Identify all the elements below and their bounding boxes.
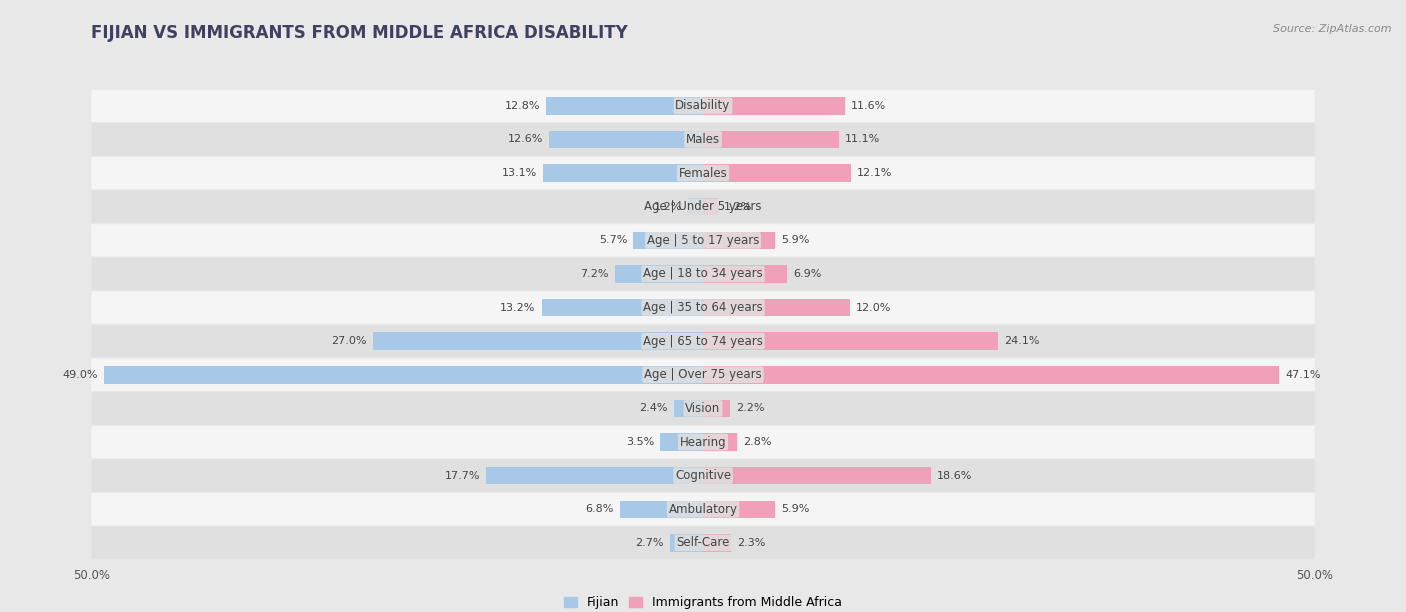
Bar (486, 467, 703, 484)
Text: 24.1%: 24.1% (1004, 336, 1039, 346)
Text: Ambulatory: Ambulatory (668, 502, 738, 516)
Text: 6.8%: 6.8% (585, 504, 613, 514)
Text: Age | 5 to 17 years: Age | 5 to 17 years (647, 234, 759, 247)
Text: Age | 65 to 74 years: Age | 65 to 74 years (643, 335, 763, 348)
Bar (543, 165, 703, 182)
FancyBboxPatch shape (91, 291, 1315, 324)
Text: 47.1%: 47.1% (1285, 370, 1320, 380)
FancyBboxPatch shape (91, 325, 1315, 357)
Text: 2.7%: 2.7% (636, 538, 664, 548)
FancyBboxPatch shape (91, 493, 1315, 525)
Text: 11.6%: 11.6% (851, 101, 886, 111)
Text: 11.1%: 11.1% (845, 135, 880, 144)
Bar (689, 198, 703, 215)
Text: 3.5%: 3.5% (626, 437, 654, 447)
Text: 17.7%: 17.7% (444, 471, 481, 480)
Text: 49.0%: 49.0% (62, 370, 97, 380)
Bar (703, 534, 731, 551)
FancyBboxPatch shape (91, 392, 1315, 425)
Text: Age | 18 to 34 years: Age | 18 to 34 years (643, 267, 763, 280)
FancyBboxPatch shape (91, 190, 1315, 223)
FancyBboxPatch shape (91, 460, 1315, 492)
Text: Age | Over 75 years: Age | Over 75 years (644, 368, 762, 381)
Legend: Fijian, Immigrants from Middle Africa: Fijian, Immigrants from Middle Africa (560, 591, 846, 612)
Bar (620, 501, 703, 518)
Text: 12.6%: 12.6% (508, 135, 543, 144)
Text: 5.9%: 5.9% (782, 504, 810, 514)
Bar (703, 332, 998, 350)
Bar (541, 299, 703, 316)
Text: Disability: Disability (675, 99, 731, 113)
Text: 12.0%: 12.0% (856, 302, 891, 313)
Text: 13.2%: 13.2% (501, 302, 536, 313)
Text: Females: Females (679, 166, 727, 179)
Bar (673, 400, 703, 417)
Text: 12.1%: 12.1% (858, 168, 893, 178)
Bar (703, 467, 931, 484)
Text: 7.2%: 7.2% (581, 269, 609, 279)
Bar (547, 97, 703, 114)
Bar (703, 433, 737, 451)
Text: FIJIAN VS IMMIGRANTS FROM MIDDLE AFRICA DISABILITY: FIJIAN VS IMMIGRANTS FROM MIDDLE AFRICA … (91, 24, 628, 42)
Bar (703, 165, 851, 182)
Text: 6.9%: 6.9% (793, 269, 823, 279)
Text: 1.2%: 1.2% (724, 202, 752, 212)
Text: Males: Males (686, 133, 720, 146)
Text: 2.3%: 2.3% (737, 538, 766, 548)
Text: Age | Under 5 years: Age | Under 5 years (644, 200, 762, 213)
Bar (104, 366, 703, 384)
Bar (703, 299, 849, 316)
FancyBboxPatch shape (91, 224, 1315, 256)
Text: 27.0%: 27.0% (332, 336, 367, 346)
Bar (703, 198, 717, 215)
Bar (703, 366, 1279, 384)
FancyBboxPatch shape (91, 359, 1315, 391)
Text: 18.6%: 18.6% (936, 471, 972, 480)
Bar (703, 265, 787, 283)
FancyBboxPatch shape (91, 258, 1315, 290)
Text: 2.8%: 2.8% (744, 437, 772, 447)
Text: 5.7%: 5.7% (599, 236, 627, 245)
FancyBboxPatch shape (91, 426, 1315, 458)
Text: Vision: Vision (685, 402, 721, 415)
Text: 12.8%: 12.8% (505, 101, 540, 111)
FancyBboxPatch shape (91, 90, 1315, 122)
FancyBboxPatch shape (91, 124, 1315, 155)
Text: 2.4%: 2.4% (638, 403, 668, 413)
Bar (703, 131, 839, 148)
Text: Hearing: Hearing (679, 436, 727, 449)
Text: 1.2%: 1.2% (654, 202, 682, 212)
Bar (548, 131, 703, 148)
Bar (373, 332, 703, 350)
Text: 13.1%: 13.1% (502, 168, 537, 178)
Text: Source: ZipAtlas.com: Source: ZipAtlas.com (1274, 24, 1392, 34)
Text: Cognitive: Cognitive (675, 469, 731, 482)
Text: 5.9%: 5.9% (782, 236, 810, 245)
Text: Self-Care: Self-Care (676, 536, 730, 550)
Bar (703, 400, 730, 417)
FancyBboxPatch shape (91, 527, 1315, 559)
Text: 2.2%: 2.2% (735, 403, 765, 413)
Bar (703, 231, 775, 249)
Bar (633, 231, 703, 249)
Bar (614, 265, 703, 283)
Bar (671, 534, 703, 551)
FancyBboxPatch shape (91, 157, 1315, 189)
Bar (703, 501, 775, 518)
Bar (703, 97, 845, 114)
Bar (661, 433, 703, 451)
Text: Age | 35 to 64 years: Age | 35 to 64 years (643, 301, 763, 314)
